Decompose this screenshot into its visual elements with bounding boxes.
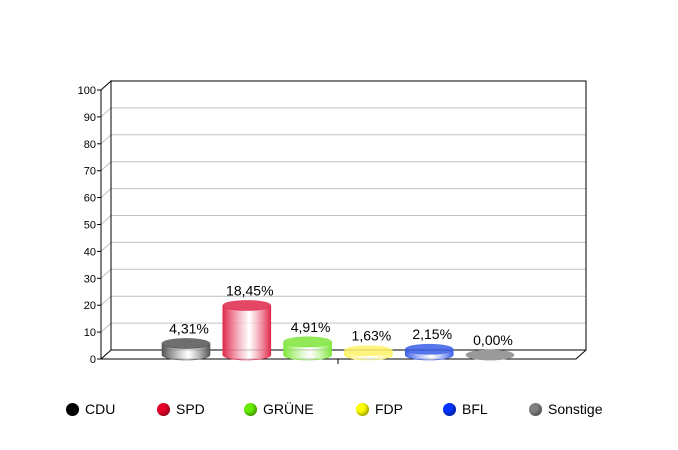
legend-label: BFL bbox=[462, 401, 488, 417]
legend-item-cdu: CDU bbox=[66, 401, 115, 417]
legend-marker bbox=[66, 402, 79, 416]
bar-top bbox=[283, 336, 332, 348]
bar-sonstige: 0,00% bbox=[465, 332, 515, 361]
legend-item-spd: SPD bbox=[157, 401, 205, 417]
y-tick-label: 80 bbox=[84, 139, 96, 151]
y-tick-label: 70 bbox=[84, 166, 96, 178]
y-tick-label: 60 bbox=[84, 193, 96, 205]
legend-item-sonstige: Sonstige bbox=[529, 401, 602, 417]
data-label: 0,00% bbox=[473, 332, 513, 348]
gridline-diagonal bbox=[100, 188, 112, 198]
y-tick-label: 30 bbox=[84, 273, 96, 285]
data-label: 4,91% bbox=[291, 319, 331, 335]
gridline-diagonal bbox=[100, 268, 112, 279]
y-tick-label: 100 bbox=[78, 85, 96, 97]
legend-marker bbox=[244, 402, 257, 416]
y-tick-label: 20 bbox=[84, 300, 96, 312]
bar-body bbox=[222, 305, 272, 361]
bar-top bbox=[222, 300, 272, 311]
bar-spd: 18,45% bbox=[222, 282, 274, 361]
legend-item-fdp: FDP bbox=[356, 401, 403, 417]
legend-marker bbox=[356, 402, 369, 416]
legend-item-grüne: GRÜNE bbox=[244, 401, 314, 417]
bar-bfl: 2,15% bbox=[404, 326, 454, 361]
legend: CDU SPD GRÜNE FDP BFL Sonstige bbox=[0, 401, 678, 421]
legend-marker bbox=[443, 402, 456, 416]
data-label: 4,31% bbox=[169, 320, 209, 336]
legend-label: SPD bbox=[176, 401, 205, 417]
bar-top bbox=[344, 345, 393, 356]
data-label: 18,45% bbox=[226, 282, 273, 298]
legend-label: GRÜNE bbox=[263, 401, 314, 417]
legend-marker bbox=[157, 402, 170, 416]
y-tick-label: 0 bbox=[90, 354, 96, 366]
plot-frame bbox=[99, 80, 587, 360]
legend-marker bbox=[529, 402, 542, 416]
y-tick-label: 90 bbox=[84, 112, 96, 124]
gridline-diagonal bbox=[100, 107, 112, 118]
gridline-diagonal bbox=[100, 295, 112, 306]
y-tick-label: 10 bbox=[84, 327, 96, 339]
data-label: 2,15% bbox=[412, 326, 452, 342]
bar-top bbox=[465, 349, 515, 361]
bar-fdp: 1,63% bbox=[344, 328, 393, 361]
bar-cdu: 4,31% bbox=[161, 320, 211, 361]
y-tick-label: 40 bbox=[84, 246, 96, 258]
bar-top bbox=[161, 338, 211, 349]
gridline-diagonal bbox=[100, 134, 112, 145]
y-axis bbox=[100, 79, 112, 359]
legend-item-bfl: BFL bbox=[443, 401, 488, 417]
y-tick-label: 50 bbox=[84, 220, 96, 232]
gridline-diagonal bbox=[100, 322, 112, 333]
gridline-diagonal bbox=[100, 215, 112, 225]
gridline-diagonal bbox=[100, 242, 112, 252]
bar-top bbox=[404, 343, 454, 355]
gridline-diagonal bbox=[100, 161, 112, 172]
data-label: 1,63% bbox=[352, 328, 392, 344]
legend-label: FDP bbox=[375, 401, 403, 417]
legend-label: CDU bbox=[85, 401, 116, 417]
bar-grüne: 4,91% bbox=[283, 319, 332, 361]
legend-label: Sonstige bbox=[548, 401, 603, 417]
